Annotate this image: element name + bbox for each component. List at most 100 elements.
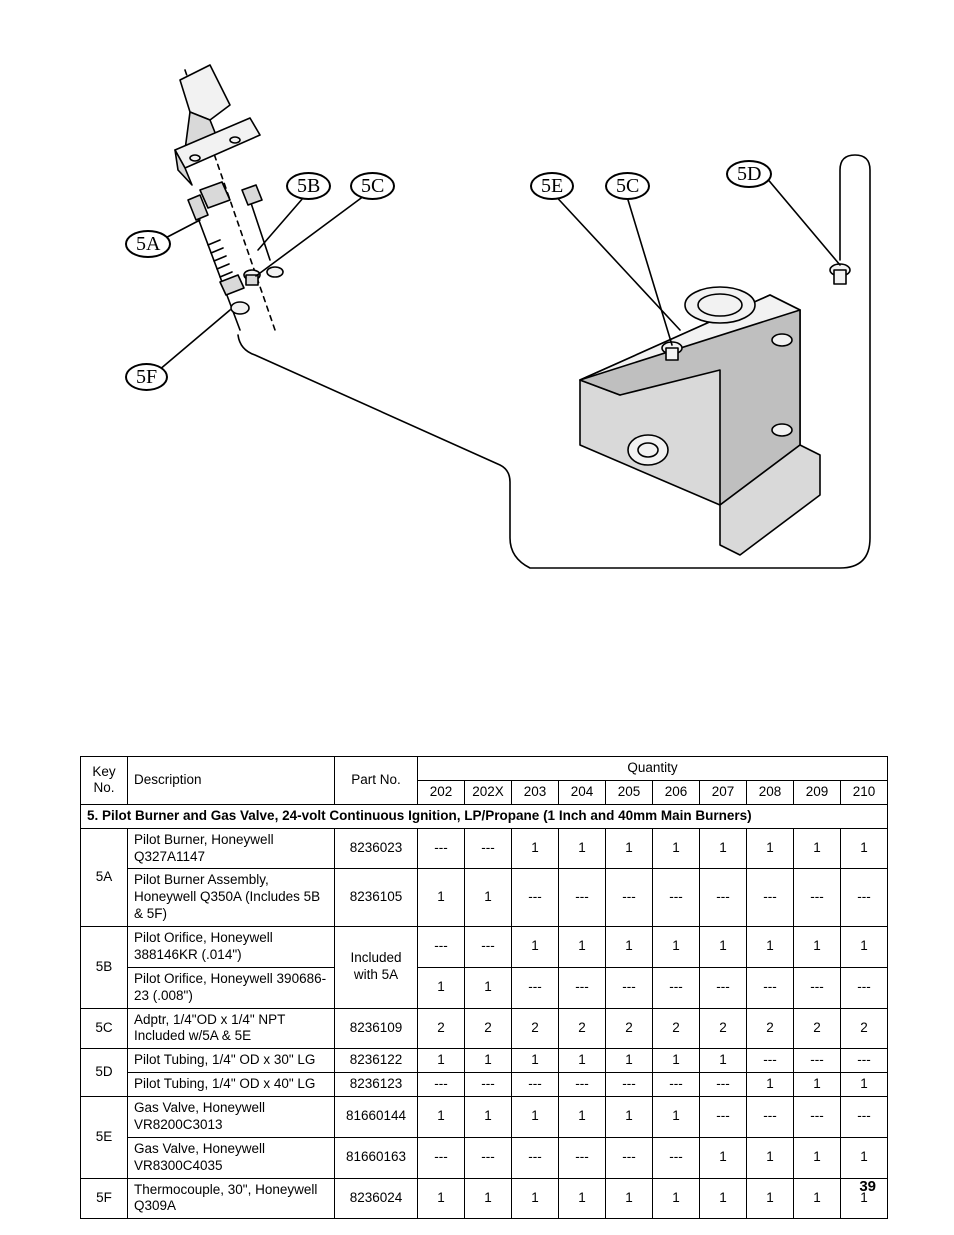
cell-qty: 1 [794,1178,841,1219]
cell-qty: 1 [606,828,653,869]
cell-qty: --- [606,1073,653,1097]
cell-qty: 1 [794,927,841,968]
cell-qty: 1 [653,828,700,869]
cell-qty: 1 [747,1178,794,1219]
cell-qty: 1 [512,1049,559,1073]
cell-qty: 2 [841,1008,888,1049]
cell-qty: --- [700,1097,747,1138]
cell-qty: 1 [465,1049,512,1073]
table-row: Pilot Burner Assembly, Honeywell Q350A (… [81,869,888,927]
callout-5e: 5E [530,172,574,200]
table-row: 5DPilot Tubing, 1/4" OD x 30" LG82361221… [81,1049,888,1073]
table-row: 5CAdptr, 1/4"OD x 1/4" NPT Included w/5A… [81,1008,888,1049]
cell-qty: 1 [747,1137,794,1178]
cell-qty: 1 [841,1073,888,1097]
cell-key: 5F [81,1178,128,1219]
cell-desc: Gas Valve, Honeywell VR8300C4035 [128,1137,335,1178]
cell-qty: --- [418,1073,465,1097]
cell-key: 5A [81,828,128,926]
cell-qty: --- [418,1137,465,1178]
cell-qty: --- [465,927,512,968]
cell-qty: --- [559,1073,606,1097]
col-model: 207 [700,780,747,804]
cell-desc: Pilot Orifice, Honeywell 390686-23 (.008… [128,967,335,1008]
cell-qty: --- [606,869,653,927]
cell-qty: 1 [700,1178,747,1219]
cell-qty: 1 [747,927,794,968]
cell-qty: --- [794,1097,841,1138]
cell-desc: Pilot Tubing, 1/4" OD x 30" LG [128,1049,335,1073]
cell-qty: 1 [700,1049,747,1073]
cell-qty: 1 [606,1097,653,1138]
cell-qty: 1 [653,1097,700,1138]
cell-qty: 2 [512,1008,559,1049]
cell-qty: --- [653,967,700,1008]
col-model: 209 [794,780,841,804]
parts-table-header: Key No. Description Part No. Quantity 20… [81,757,888,805]
cell-qty: 1 [700,828,747,869]
cell-qty: --- [700,869,747,927]
cell-qty: 2 [418,1008,465,1049]
cell-qty: --- [418,927,465,968]
callout-5c: 5C [350,172,395,200]
cell-qty: 1 [606,1178,653,1219]
col-model: 208 [747,780,794,804]
cell-qty: 1 [794,1137,841,1178]
cell-qty: 1 [559,1049,606,1073]
cell-qty: --- [559,967,606,1008]
col-part: Part No. [335,757,418,805]
cell-qty: --- [747,869,794,927]
cell-desc: Adptr, 1/4"OD x 1/4" NPT Included w/5A &… [128,1008,335,1049]
cell-desc: Pilot Burner, Honeywell Q327A1147 [128,828,335,869]
cell-qty: 1 [700,927,747,968]
cell-qty: 1 [841,1137,888,1178]
cell-qty: 1 [700,1137,747,1178]
cell-qty: 1 [794,828,841,869]
cell-qty: --- [559,1137,606,1178]
cell-qty: 1 [559,1097,606,1138]
cell-desc: Thermocouple, 30", Honeywell Q309A [128,1178,335,1219]
col-model: 204 [559,780,606,804]
cell-qty: 2 [794,1008,841,1049]
cell-qty: 1 [841,927,888,968]
col-model: 205 [606,780,653,804]
cell-part: 81660163 [335,1137,418,1178]
cell-qty: 2 [700,1008,747,1049]
cell-part: 81660144 [335,1097,418,1138]
cell-qty: --- [559,869,606,927]
cell-qty: 1 [418,1097,465,1138]
cell-qty: 1 [512,1097,559,1138]
cell-qty: --- [512,1073,559,1097]
col-model: 202X [465,780,512,804]
cell-qty: 1 [465,1178,512,1219]
cell-qty: --- [465,1073,512,1097]
cell-part: 8236122 [335,1049,418,1073]
cell-qty: 1 [559,1178,606,1219]
cell-qty: --- [747,1097,794,1138]
cell-qty: --- [512,967,559,1008]
cell-part: 8236123 [335,1073,418,1097]
parts-table: Key No. Description Part No. Quantity 20… [80,756,888,1219]
cell-qty: 1 [512,927,559,968]
cell-part: 8236109 [335,1008,418,1049]
page-number: 39 [859,1178,876,1195]
section-row: 5. Pilot Burner and Gas Valve, 24-volt C… [81,804,888,828]
table-row: Gas Valve, Honeywell VR8300C403581660163… [81,1137,888,1178]
cell-part: 8236023 [335,828,418,869]
cell-qty: --- [465,828,512,869]
cell-qty: 1 [512,1178,559,1219]
cell-qty: 1 [841,828,888,869]
cell-qty: --- [606,967,653,1008]
table-row: 5APilot Burner, Honeywell Q327A114782360… [81,828,888,869]
cell-qty: 1 [794,1073,841,1097]
table-row: 5FThermocouple, 30", Honeywell Q309A8236… [81,1178,888,1219]
callout-5d: 5D [726,160,772,188]
cell-qty: 1 [559,927,606,968]
cell-qty: --- [653,869,700,927]
cell-key: 5B [81,927,128,1009]
cell-key: 5D [81,1049,128,1097]
callout-5c: 5C [605,172,650,200]
cell-key: 5E [81,1097,128,1179]
table-row: Pilot Orifice, Honeywell 390686-23 (.008… [81,967,888,1008]
cell-qty: 1 [653,1049,700,1073]
